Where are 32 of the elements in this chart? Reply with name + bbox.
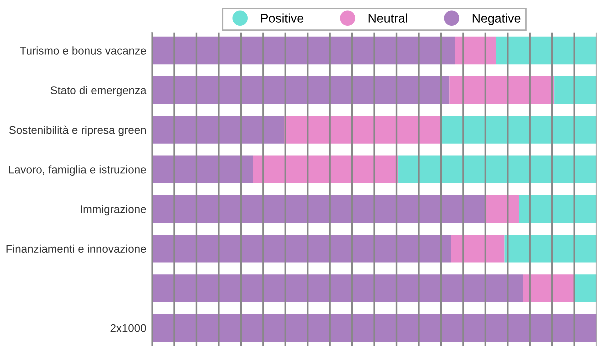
bar: [455, 36, 496, 65]
bar: [253, 156, 399, 184]
bar: [575, 274, 597, 302]
bar: [442, 116, 597, 144]
bar: [152, 195, 486, 224]
bar: [284, 116, 442, 144]
bar: [519, 195, 597, 224]
bar: [152, 314, 597, 342]
bar: [152, 116, 284, 144]
y-tick-label: Immigrazione: [81, 205, 146, 216]
bar: [523, 274, 576, 302]
y-tick-label: Sostenibilità e ripresa green: [10, 126, 146, 136]
y-tick-label: 2x1000: [110, 324, 146, 332]
legend-label: Neutral: [368, 14, 408, 23]
bar: [152, 156, 254, 184]
bar: [451, 235, 505, 263]
bar: [152, 36, 456, 65]
y-tick-label: Lavoro, famiglia e istruzione: [9, 166, 146, 176]
bar: [152, 274, 524, 302]
bar: [398, 156, 597, 184]
y-tick-label: Turismo e bonus vacanze: [20, 46, 146, 55]
bar: [152, 76, 450, 104]
bar: [486, 195, 520, 224]
legend-label: Positive: [261, 14, 304, 23]
y-tick-label: Stato di emergenza: [50, 86, 147, 97]
bar: [554, 76, 597, 104]
legend-label: Negative: [472, 14, 521, 26]
y-tick-label: Finanziamenti e innovazione: [6, 244, 146, 254]
bar: [504, 235, 597, 263]
bar: [450, 76, 555, 104]
bar: [496, 36, 597, 65]
bar: [152, 235, 452, 263]
